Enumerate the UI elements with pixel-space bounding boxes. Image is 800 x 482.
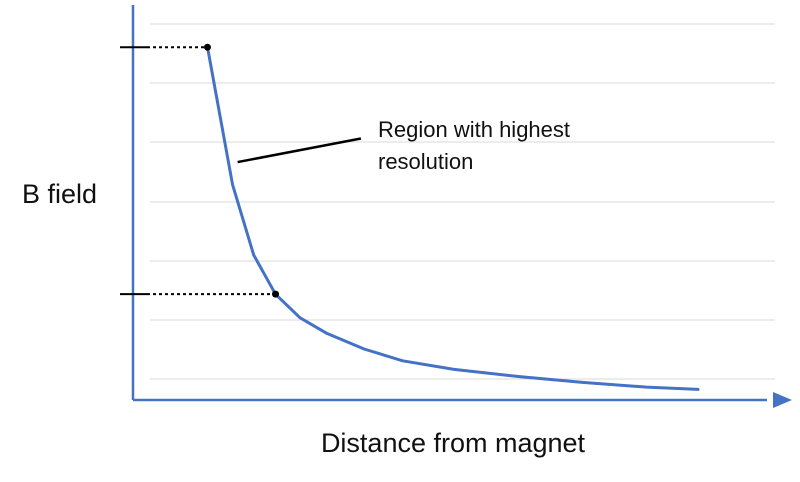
- b-field-curve: [206, 45, 700, 391]
- x-axis-arrowhead: [773, 392, 792, 408]
- y-axis-markers: [120, 46, 147, 296]
- grid-lines: [150, 23, 775, 380]
- annotation-line-1: Region with highest: [378, 117, 570, 142]
- x-axis-label: Distance from magnet: [321, 428, 586, 458]
- y-axis-label: B field: [22, 179, 97, 209]
- annotation-line-2: resolution: [378, 149, 473, 174]
- marked-point: [272, 290, 280, 298]
- dotted-guides: [147, 46, 276, 296]
- marked-points: [203, 43, 280, 298]
- annotation-pointer-line: [237, 137, 362, 164]
- marked-point: [203, 43, 211, 51]
